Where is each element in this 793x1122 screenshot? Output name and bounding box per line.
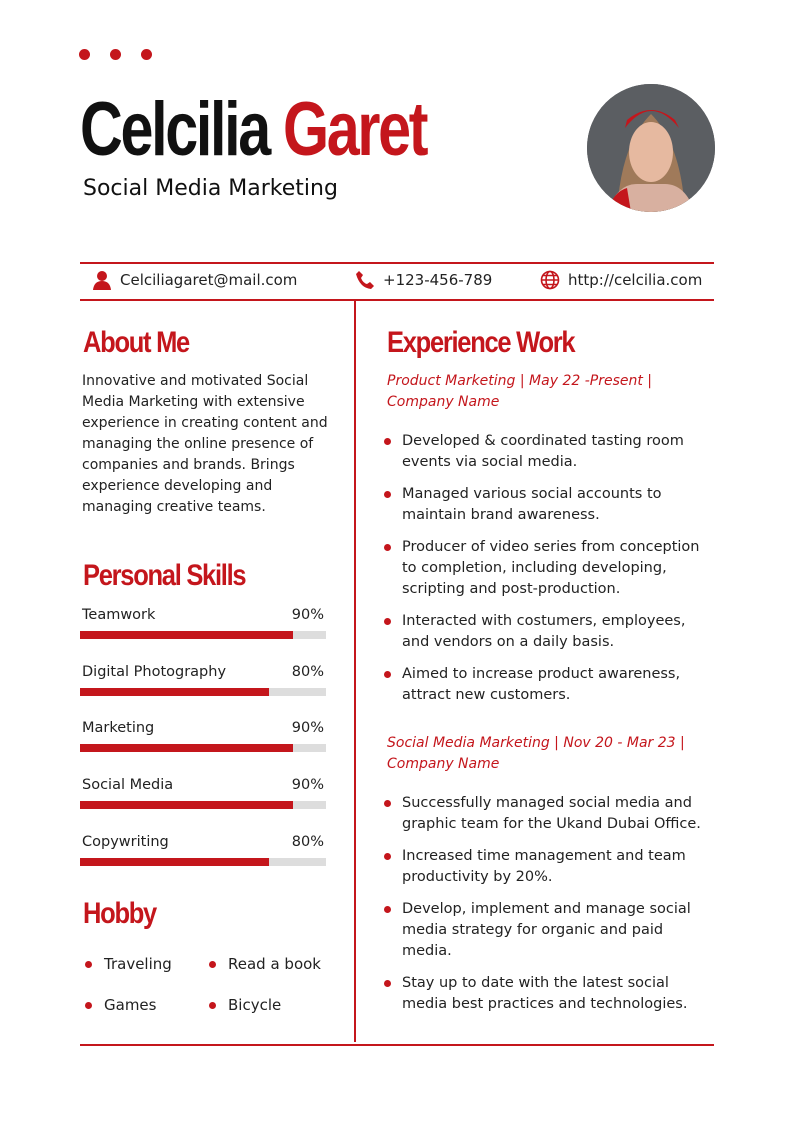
skill-percent: 90% (291, 777, 324, 794)
bullet-icon (384, 544, 391, 551)
person-icon (93, 271, 111, 290)
bullet-icon (384, 800, 391, 807)
bullet-item: Increased time management and team produ… (384, 846, 714, 888)
bullet-text: Develop, implement and manage social med… (402, 901, 691, 959)
skill-item: Digital Photography 80% (80, 664, 326, 696)
skill-bar (80, 801, 326, 810)
bullet-icon (384, 853, 391, 860)
bullet-text: Stay up to date with the latest social m… (402, 975, 688, 1012)
skill-name: Digital Photography (82, 663, 227, 680)
bullet-text: Successfully managed social media and gr… (402, 795, 701, 832)
hobby-label: Games (104, 996, 157, 1014)
bullet-item: Managed various social accounts to maint… (384, 484, 714, 526)
bullet-text: Increased time management and team produ… (402, 848, 686, 885)
skill-name: Social Media (82, 777, 174, 794)
skill-bar (80, 744, 326, 753)
skill-percent: 80% (291, 663, 324, 680)
bullet-icon (384, 980, 391, 987)
bullet-icon (384, 906, 391, 913)
last-name: Garet (283, 87, 429, 172)
skill-bar (80, 857, 326, 866)
contact-email[interactable]: Celciliagaret@mail.com (92, 270, 297, 290)
hobby-item: Traveling (85, 955, 172, 973)
hobby-label: Traveling (104, 955, 172, 973)
decorative-dots (79, 49, 152, 60)
skill-bar (80, 631, 326, 639)
skills-heading: Personal Skills (83, 559, 247, 592)
bullet-item: Interacted with costumers, employees, an… (384, 611, 714, 653)
hobby-item: Games (85, 996, 156, 1014)
skill-item: Marketing 90% (80, 720, 326, 753)
bullet-item: Develop, implement and manage social med… (384, 899, 714, 962)
globe-icon (540, 270, 560, 290)
contact-phone[interactable]: +123-456-789 (355, 270, 492, 290)
skill-percent: 90% (291, 720, 324, 737)
skill-name: Copywriting (82, 833, 169, 850)
skill-bar-fill (80, 744, 293, 753)
skill-percent: 90% (291, 607, 324, 623)
bullet-icon (384, 671, 391, 678)
skill-item: Social Media 90% (80, 777, 326, 810)
bullet-icon (384, 491, 391, 498)
experience-heading: Experience Work (387, 326, 576, 359)
bullet-item: Successfully managed social media and gr… (384, 793, 714, 835)
hobby-item: Read a book (209, 955, 321, 973)
bullet-item: Developed & coordinated tasting room eve… (384, 431, 714, 473)
skill-name: Marketing (82, 720, 155, 737)
skill-item: Teamwork 90% (80, 607, 326, 639)
phone-icon (356, 271, 374, 289)
bullet-icon (85, 960, 92, 968)
job-bullets: Developed & coordinated tasting room eve… (384, 431, 714, 717)
bullet-text: Aimed to increase product awareness, att… (402, 666, 681, 703)
hobby-label: Bicycle (228, 996, 282, 1014)
full-name: Celcilia Garet (80, 92, 429, 168)
bullet-icon (384, 618, 391, 625)
job-bullets: Successfully managed social media and gr… (384, 793, 714, 1026)
bullet-item: Stay up to date with the latest social m… (384, 973, 714, 1015)
bullet-icon (384, 438, 391, 445)
column-divider (354, 300, 356, 1042)
skill-percent: 80% (291, 833, 324, 850)
skill-bar-fill (80, 801, 293, 810)
bullet-text: Managed various social accounts to maint… (402, 486, 662, 523)
about-text: Innovative and motivated Social Media Ma… (82, 373, 328, 515)
divider (80, 262, 714, 264)
skill-item: Copywriting 80% (80, 834, 326, 866)
phone-text: +123-456-789 (383, 271, 493, 289)
job-title: Product Marketing | May 22 -Present | Co… (387, 373, 653, 410)
contact-website[interactable]: http://celcilia.com (540, 270, 702, 290)
bullet-text: Interacted with costumers, employees, an… (402, 613, 686, 650)
bullet-icon (209, 1001, 216, 1009)
bullet-text: Producer of video series from conception… (402, 539, 700, 597)
bullet-item: Producer of video series from conception… (384, 537, 714, 600)
first-name: Celcilia (80, 87, 271, 172)
website-text: http://celcilia.com (568, 271, 703, 289)
profile-photo (587, 84, 715, 212)
skill-name: Teamwork (82, 607, 156, 623)
skill-bar-fill (80, 631, 293, 639)
hobby-item: Bicycle (209, 996, 281, 1014)
divider (80, 1044, 714, 1046)
bullet-item: Aimed to increase product awareness, att… (384, 664, 714, 706)
about-heading: About Me (83, 326, 190, 359)
skill-bar (80, 687, 326, 696)
skill-bar-fill (80, 687, 269, 696)
hobby-heading: Hobby (83, 897, 157, 930)
bullet-icon (85, 1001, 92, 1009)
bullet-icon (209, 960, 216, 968)
hobby-label: Read a book (228, 955, 321, 973)
job-title: Social Media Marketing | Nov 20 - Mar 23… (387, 735, 685, 772)
job-title: Social Media Marketing (83, 176, 338, 201)
email-text: Celciliagaret@mail.com (120, 271, 298, 289)
bullet-text: Developed & coordinated tasting room eve… (402, 433, 684, 470)
divider (80, 299, 714, 301)
skill-bar-fill (80, 857, 269, 866)
